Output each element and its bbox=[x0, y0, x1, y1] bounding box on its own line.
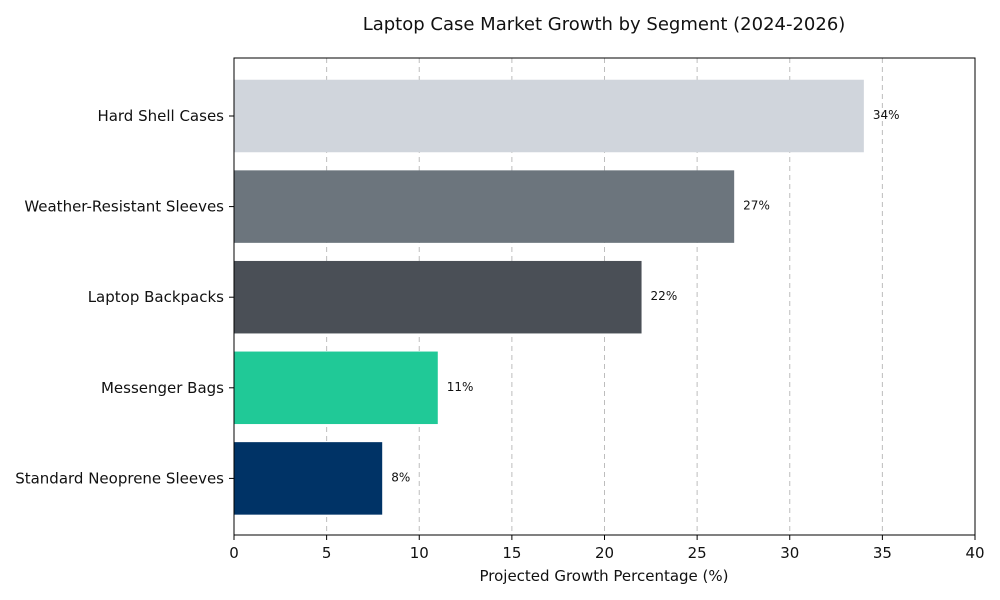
x-tick-label: 35 bbox=[873, 544, 892, 562]
x-tick-label: 25 bbox=[688, 544, 707, 562]
x-axis-label: Projected Growth Percentage (%) bbox=[479, 567, 728, 585]
y-category-label: Laptop Backpacks bbox=[88, 288, 224, 306]
x-tick-label: 5 bbox=[322, 544, 332, 562]
bar-value-label: 8% bbox=[391, 470, 410, 484]
x-axis-ticks: 0 5 10 15 20 25 30 35 40 bbox=[229, 535, 985, 562]
bar-value-label: 11% bbox=[447, 380, 474, 394]
y-category-label: Weather-Resistant Sleeves bbox=[24, 198, 224, 216]
bar bbox=[234, 260, 642, 334]
x-tick-label: 40 bbox=[965, 544, 984, 562]
bar-value-label: 34% bbox=[873, 108, 900, 122]
x-tick-label: 0 bbox=[229, 544, 239, 562]
bar-data-labels: 34% 27% 22% 11% 8% bbox=[391, 108, 899, 484]
bar-group bbox=[234, 79, 864, 515]
bar bbox=[234, 442, 383, 515]
bar-value-label: 27% bbox=[743, 199, 770, 213]
y-category-label: Hard Shell Cases bbox=[97, 107, 224, 125]
y-category-label: Standard Neoprene Sleeves bbox=[15, 469, 224, 487]
y-category-label: Messenger Bags bbox=[101, 379, 224, 397]
x-tick-label: 15 bbox=[502, 544, 521, 562]
x-tick-label: 10 bbox=[410, 544, 429, 562]
x-tick-label: 20 bbox=[595, 544, 614, 562]
bar bbox=[234, 351, 438, 425]
chart-title: Laptop Case Market Growth by Segment (20… bbox=[363, 14, 846, 35]
bar bbox=[234, 170, 735, 243]
y-axis-category-labels: Hard Shell Cases Weather-Resistant Sleeve… bbox=[15, 107, 234, 487]
bar-value-label: 22% bbox=[651, 289, 678, 303]
bar bbox=[234, 79, 864, 153]
x-tick-label: 30 bbox=[780, 544, 799, 562]
